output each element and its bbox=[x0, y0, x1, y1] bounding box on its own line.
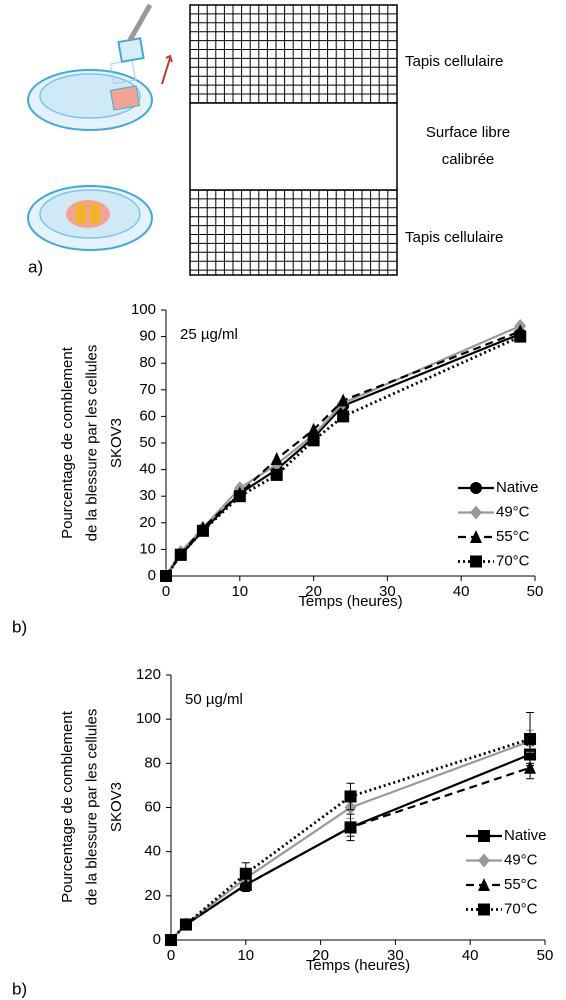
marker bbox=[337, 393, 350, 407]
y-axis-title: de la blessure par les cellules bbox=[83, 345, 100, 542]
legend-label: 55°C bbox=[504, 876, 538, 893]
x-tick-label: 20 bbox=[305, 583, 322, 600]
y-tick-label: 100 bbox=[131, 301, 156, 318]
marker bbox=[344, 820, 357, 834]
legend-marker bbox=[478, 853, 490, 868]
legend-marker bbox=[470, 555, 482, 568]
marker bbox=[270, 451, 283, 465]
x-tick-label: 0 bbox=[162, 583, 170, 600]
marker bbox=[160, 570, 172, 582]
marker bbox=[270, 468, 283, 481]
marker bbox=[337, 410, 350, 423]
legend-marker bbox=[470, 505, 482, 520]
series-line bbox=[165, 324, 521, 577]
grid-label: Tapis cellulaire bbox=[405, 229, 503, 246]
grid-label: calibrée bbox=[442, 151, 495, 168]
y-tick-label: 10 bbox=[139, 540, 156, 557]
y-axis-title: Pourcentage de comblement bbox=[59, 710, 76, 903]
legend-label: Native bbox=[496, 479, 539, 496]
legend-marker bbox=[478, 878, 490, 891]
legend-marker bbox=[470, 530, 482, 543]
free-surface bbox=[189, 102, 398, 191]
legend-marker bbox=[478, 903, 490, 916]
x-tick-label: 10 bbox=[237, 947, 254, 964]
legend-marker bbox=[478, 830, 490, 842]
y-tick-label: 70 bbox=[139, 381, 156, 398]
legend-marker bbox=[470, 482, 482, 494]
series-line bbox=[170, 753, 531, 941]
panel-label: b) bbox=[12, 617, 27, 636]
marker bbox=[239, 867, 252, 880]
marker bbox=[307, 434, 320, 447]
series-line bbox=[165, 332, 521, 577]
y-axis-title: SKOV3 bbox=[108, 782, 125, 832]
annotation: 50 µg/ml bbox=[185, 691, 243, 708]
y-tick-label: 60 bbox=[144, 798, 161, 815]
legend-label: 49°C bbox=[504, 851, 538, 868]
y-tick-label: 30 bbox=[139, 487, 156, 504]
x-axis-title: Temps (heures) bbox=[298, 593, 402, 610]
marker bbox=[179, 918, 192, 931]
legend-label: 70°C bbox=[496, 552, 530, 569]
legend-label: 70°C bbox=[504, 900, 538, 917]
panel-label: a) bbox=[28, 257, 43, 276]
x-tick-label: 50 bbox=[537, 947, 554, 964]
y-tick-label: 20 bbox=[144, 887, 161, 904]
x-tick-label: 40 bbox=[462, 947, 479, 964]
y-axis-title: Pourcentage de comblement bbox=[59, 346, 76, 539]
x-tick-label: 0 bbox=[167, 947, 175, 964]
marker bbox=[344, 790, 357, 803]
marker bbox=[165, 934, 177, 946]
y-axis-title: de la blessure par les cellules bbox=[83, 709, 100, 906]
marker bbox=[233, 490, 246, 503]
x-tick-label: 50 bbox=[527, 583, 544, 600]
annotation: 25 µg/ml bbox=[180, 326, 238, 343]
x-tick-label: 30 bbox=[387, 947, 404, 964]
panel-label: b) bbox=[12, 979, 27, 998]
y-tick-label: 40 bbox=[144, 843, 161, 860]
marker bbox=[524, 733, 537, 746]
cell-grid bbox=[189, 4, 398, 276]
y-tick-label: 60 bbox=[139, 407, 156, 424]
legend-label: 55°C bbox=[496, 528, 530, 545]
marker bbox=[307, 422, 320, 436]
marker bbox=[514, 330, 527, 343]
marker bbox=[524, 760, 537, 774]
y-tick-label: 20 bbox=[139, 514, 156, 531]
x-tick-label: 40 bbox=[453, 583, 470, 600]
grid-label: Tapis cellulaire bbox=[405, 53, 503, 70]
legend-label: Native bbox=[504, 827, 547, 844]
x-axis-title: Temps (heures) bbox=[306, 957, 410, 974]
y-tick-label: 80 bbox=[139, 354, 156, 371]
x-tick-label: 10 bbox=[231, 583, 248, 600]
y-tick-label: 80 bbox=[144, 754, 161, 771]
grid-label: Surface libre bbox=[426, 124, 510, 141]
y-tick-label: 100 bbox=[136, 710, 161, 727]
series-line bbox=[164, 335, 521, 577]
series-line bbox=[165, 330, 521, 577]
legend-label: 49°C bbox=[496, 503, 530, 520]
y-tick-label: 0 bbox=[153, 931, 161, 948]
y-tick-label: 120 bbox=[136, 666, 161, 683]
y-axis-title: SKOV3 bbox=[108, 418, 125, 468]
x-tick-label: 20 bbox=[312, 947, 329, 964]
y-tick-label: 50 bbox=[139, 434, 156, 451]
y-tick-label: 0 bbox=[148, 567, 156, 584]
marker bbox=[196, 524, 209, 537]
y-tick-label: 40 bbox=[139, 461, 156, 478]
marker bbox=[174, 548, 187, 561]
y-tick-label: 90 bbox=[139, 328, 156, 345]
illustration bbox=[27, 3, 173, 251]
x-tick-label: 30 bbox=[379, 583, 396, 600]
